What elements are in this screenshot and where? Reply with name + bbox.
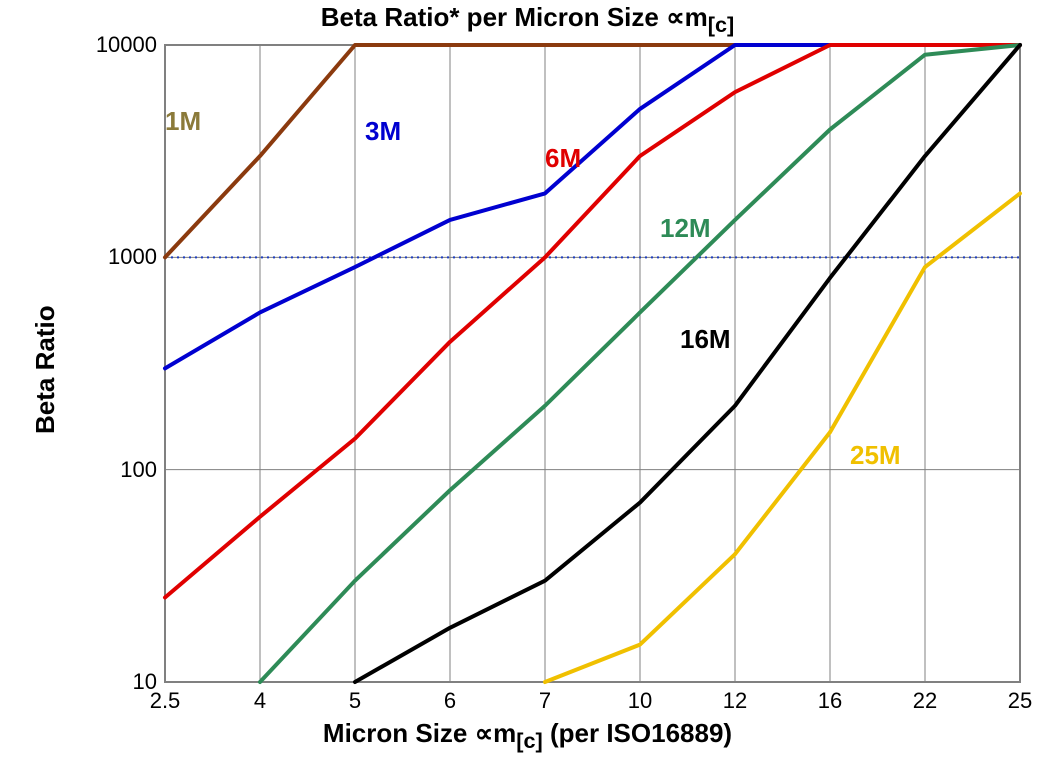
x-axis-label: Micron Size ∝m[c] (per ISO16889) — [0, 718, 1055, 754]
series-line-25M — [545, 193, 1020, 682]
x-tick-label: 12 — [723, 688, 747, 714]
series-label-1M: 1M — [165, 106, 201, 137]
y-tick-label: 1000 — [77, 244, 157, 270]
y-tick-label: 10000 — [77, 32, 157, 58]
x-tick-label: 10 — [628, 688, 652, 714]
x-tick-label: 5 — [349, 688, 361, 714]
y-tick-label: 10 — [77, 669, 157, 695]
plot-area — [130, 40, 1030, 700]
series-label-25M: 25M — [850, 440, 901, 471]
chart-title: Beta Ratio* per Micron Size ∝m[c] — [0, 2, 1055, 38]
x-tick-label: 7 — [539, 688, 551, 714]
x-tick-label: 16 — [818, 688, 842, 714]
series-label-16M: 16M — [680, 324, 731, 355]
series-line-16M — [355, 45, 1020, 682]
y-tick-label: 100 — [77, 457, 157, 483]
x-tick-label: 25 — [1008, 688, 1032, 714]
series-label-3M: 3M — [365, 116, 401, 147]
y-axis-label: Beta Ratio — [30, 305, 61, 434]
series-label-12M: 12M — [660, 213, 711, 244]
x-tick-label: 22 — [913, 688, 937, 714]
x-tick-label: 2.5 — [150, 688, 181, 714]
beta-ratio-chart: Beta Ratio* per Micron Size ∝m[c] Beta R… — [0, 0, 1055, 781]
x-axis-label-text: Micron Size ∝m[c] (per ISO16889) — [323, 718, 732, 748]
chart-title-text: Beta Ratio* per Micron Size ∝m[c] — [321, 2, 734, 32]
x-tick-label: 6 — [444, 688, 456, 714]
x-tick-label: 4 — [254, 688, 266, 714]
series-label-6M: 6M — [545, 143, 581, 174]
plot-svg — [130, 40, 1030, 700]
